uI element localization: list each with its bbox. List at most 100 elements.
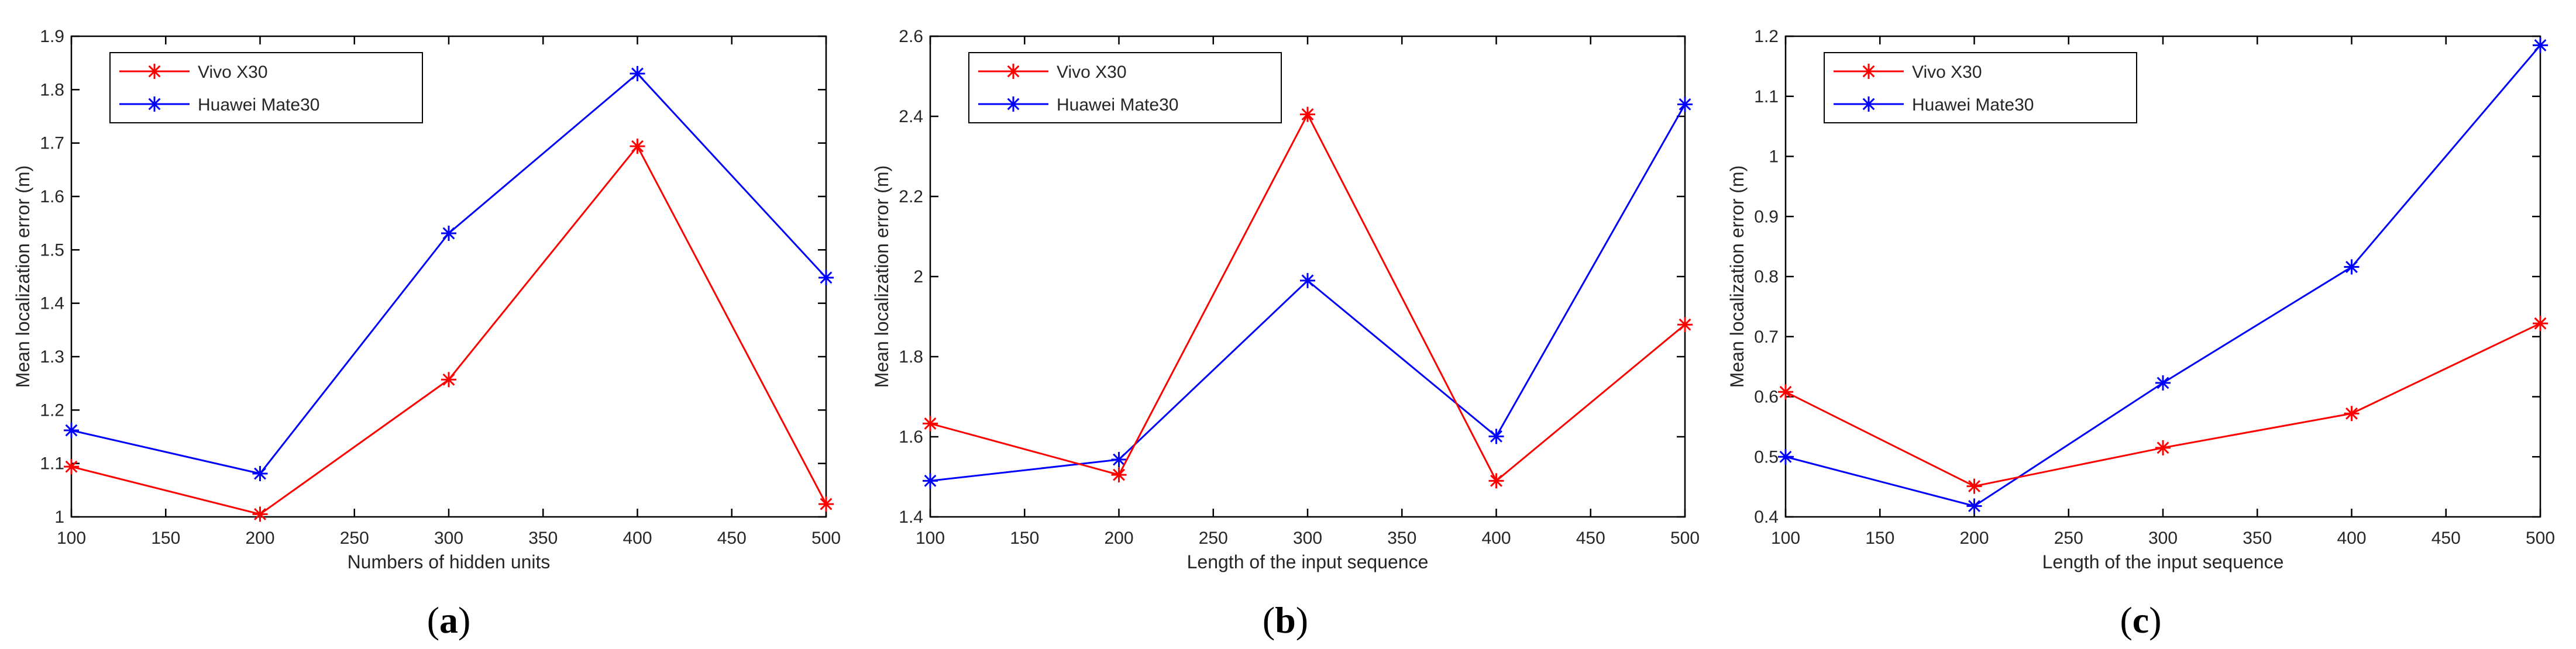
y-tick-label: 1.6 [40, 187, 64, 206]
panel-label: (b) [1263, 599, 1308, 641]
chart-panel-c: 100 150 200 250 300 350 400 450 500 0.4 0.5 0.6 0.7 0… [1726, 27, 2555, 641]
y-tick-label: 1.1 [40, 454, 64, 474]
legend-box [968, 52, 1282, 123]
x-tick-label: 150 [151, 529, 180, 548]
data-point-vivo-x30 [1300, 106, 1315, 122]
data-point-huawei-mate30 [1677, 96, 1693, 112]
y-tick-label: 0.7 [1754, 327, 1779, 347]
y-tick-label: 0.6 [1754, 388, 1779, 407]
x-tick-label: 150 [1865, 529, 1894, 548]
legend-entry: Vivo X30 [1912, 63, 1982, 82]
x-tick-label: 250 [2054, 529, 2083, 548]
x-tick-label: 350 [2243, 529, 2272, 548]
data-point-vivo-x30 [2533, 316, 2548, 332]
data-point-vivo-x30 [64, 459, 79, 475]
y-tick-label: 2.6 [899, 27, 923, 46]
data-point-vivo-x30 [2344, 406, 2360, 422]
y-tick-label: 0.5 [1754, 447, 1779, 467]
legend-box [1824, 52, 2137, 123]
x-tick-label: 350 [1387, 529, 1416, 548]
x-axis-label: Length of the input sequence [2042, 551, 2284, 572]
data-point-huawei-mate30 [2155, 375, 2171, 391]
panel-letter: a [439, 599, 458, 641]
x-tick-label: 300 [2148, 529, 2178, 548]
chart-panel-b: 100 150 200 250 300 350 400 450 500 1.4 1.6 1.8 2 2.2… [871, 27, 1700, 641]
y-tick-label: 1.2 [40, 401, 64, 420]
data-point-vivo-x30 [1966, 478, 1982, 494]
y-tick-label: 1 [1769, 147, 1779, 167]
panel-label: (a) [427, 599, 471, 641]
data-point-huawei-mate30 [1488, 429, 1504, 444]
data-point-vivo-x30 [630, 139, 645, 154]
x-tick-label: 400 [622, 529, 652, 548]
x-tick-label: 400 [2337, 529, 2366, 548]
y-tick-label: 1 [54, 508, 64, 527]
data-point-vivo-x30 [252, 506, 268, 522]
x-tick-label: 200 [1959, 529, 1989, 548]
legend-marker [1006, 64, 1021, 79]
legend-marker [147, 96, 162, 112]
data-point-huawei-mate30 [818, 270, 834, 285]
y-tick-label: 1.9 [40, 27, 64, 46]
y-tick-label: 1.4 [899, 508, 923, 527]
panel-letter: b [1275, 599, 1296, 641]
x-tick-label: 450 [2431, 529, 2461, 548]
y-tick-label: 0.8 [1754, 267, 1779, 286]
x-tick-label: 150 [1010, 529, 1039, 548]
y-axis-label: Mean localization error (m) [871, 165, 892, 388]
y-tick-label: 1.3 [40, 347, 64, 367]
data-point-huawei-mate30 [1111, 452, 1127, 468]
legend-marker [1861, 64, 1876, 79]
x-tick-label: 200 [1104, 529, 1133, 548]
data-point-huawei-mate30 [1966, 498, 1982, 514]
y-tick-label: 2.2 [899, 187, 923, 206]
data-point-vivo-x30 [1488, 473, 1504, 489]
legend-marker [1006, 96, 1021, 112]
legend-entry: Vivo X30 [198, 63, 268, 82]
x-tick-label: 100 [916, 529, 945, 548]
x-tick-label: 200 [245, 529, 274, 548]
y-axis-label: Mean localization error (m) [1726, 165, 1748, 388]
data-point-huawei-mate30 [2533, 37, 2548, 53]
x-tick-label: 100 [57, 529, 86, 548]
x-tick-label: 450 [1576, 529, 1605, 548]
data-point-huawei-mate30 [441, 226, 456, 241]
data-point-huawei-mate30 [630, 65, 645, 81]
x-tick-label: 400 [1481, 529, 1511, 548]
y-tick-label: 1.8 [899, 347, 923, 367]
chart-panel-a: 100 150 200 250 300 350 400 450 500 1 1.1 1.2 1.3 1.4… [12, 27, 841, 641]
x-tick-label: 450 [717, 529, 747, 548]
data-point-vivo-x30 [1111, 467, 1127, 483]
legend: Vivo X30 Huawei Mate30 [968, 52, 1282, 123]
legend-entry: Vivo X30 [1057, 63, 1127, 82]
x-tick-label: 300 [1293, 529, 1322, 548]
data-point-huawei-mate30 [252, 466, 268, 482]
legend-box [109, 52, 423, 123]
y-tick-label: 2 [913, 267, 923, 286]
x-tick-label: 250 [340, 529, 369, 548]
x-tick-label: 500 [2526, 529, 2555, 548]
legend-entry: Huawei Mate30 [1912, 95, 2034, 115]
x-tick-label: 500 [811, 529, 841, 548]
legend: Vivo X30 Huawei Mate30 [1824, 52, 2137, 123]
y-axis-label: Mean localization error (m) [12, 165, 33, 388]
data-point-vivo-x30 [2155, 440, 2171, 455]
x-tick-label: 350 [528, 529, 558, 548]
data-point-huawei-mate30 [2344, 259, 2360, 275]
y-tick-label: 1.8 [40, 80, 64, 99]
x-tick-label: 500 [1670, 529, 1700, 548]
x-tick-label: 300 [434, 529, 463, 548]
legend-entry: Huawei Mate30 [1057, 95, 1178, 115]
y-tick-label: 1.1 [1754, 87, 1779, 106]
x-axis-label: Numbers of hidden units [348, 551, 551, 572]
data-point-huawei-mate30 [1778, 449, 1793, 465]
y-tick-label: 0.4 [1754, 508, 1779, 527]
y-tick-label: 2.4 [899, 107, 923, 126]
x-tick-label: 100 [1771, 529, 1800, 548]
legend: Vivo X30 Huawei Mate30 [109, 52, 423, 123]
data-point-huawei-mate30 [1300, 272, 1315, 288]
y-tick-label: 1.5 [40, 240, 64, 260]
x-axis-label: Length of the input sequence [1187, 551, 1429, 572]
data-point-vivo-x30 [441, 372, 456, 388]
